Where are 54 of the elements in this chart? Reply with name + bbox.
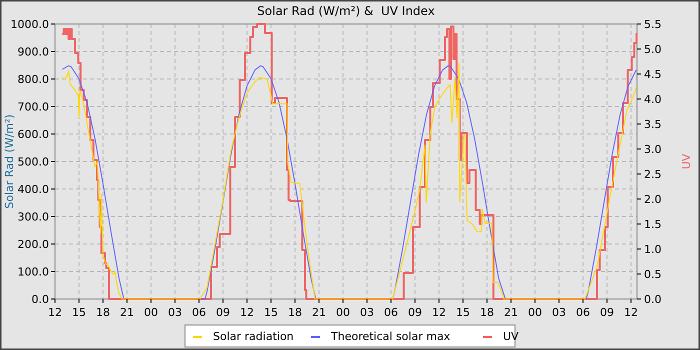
- x-tick-label: 21: [120, 306, 134, 319]
- x-tick-label: 03: [360, 306, 374, 319]
- y-tick-label: 0.0: [32, 293, 49, 306]
- y2-tick-label: 1.5: [644, 218, 662, 231]
- y2-tick-label: 0.0: [644, 293, 662, 306]
- x-tick-label: 00: [336, 306, 350, 319]
- x-tick-label: 21: [504, 306, 518, 319]
- y-tick-label: 200.0: [18, 238, 49, 251]
- x-tick-label: 00: [528, 306, 542, 319]
- x-tick-label: 06: [192, 306, 206, 319]
- x-tick-label: 09: [408, 306, 422, 319]
- x-tick-label: 12: [624, 306, 638, 319]
- x-tick-label: 12: [240, 306, 254, 319]
- x-tick-label: 18: [288, 306, 302, 319]
- y-axis-title: Solar Rad (W/m²): [3, 114, 16, 209]
- x-tick-label: 03: [552, 306, 566, 319]
- x-tick-label: 09: [216, 306, 230, 319]
- x-tick-label: 00: [144, 306, 158, 319]
- y-tick-label: 400.0: [18, 183, 49, 196]
- y-tick-label: 600.0: [18, 128, 49, 141]
- y-tick-label: 300.0: [18, 210, 49, 224]
- y2-axis-title: UV: [680, 153, 693, 170]
- x-tick-label: 21: [312, 306, 326, 319]
- y2-tick-label: 5.0: [644, 43, 662, 56]
- y-tick-label: 800.0: [18, 73, 49, 86]
- y2-tick-label: 3.5: [644, 118, 662, 131]
- y-tick-label: 900.0: [18, 46, 49, 58]
- x-tick-label: 18: [96, 306, 110, 319]
- legend-label: Solar radiation: [213, 330, 294, 343]
- x-tick-label: 09: [600, 306, 614, 319]
- legend-label: Theoretical solar max: [330, 330, 451, 343]
- y2-tick-label: 0.5: [644, 268, 662, 281]
- x-tick-label: 06: [576, 306, 590, 319]
- y2-tick-label: 3.0: [644, 143, 662, 156]
- y2-tick-label: 5.5: [644, 18, 662, 31]
- legend-label: UV: [503, 330, 520, 343]
- x-tick-label: 06: [384, 306, 398, 319]
- x-tick-label: 15: [264, 306, 278, 319]
- x-tick-label: 15: [72, 306, 86, 319]
- x-tick-label: 18: [480, 306, 494, 319]
- y2-tick-label: 4.5: [644, 68, 662, 81]
- x-tick-label: 03: [168, 306, 182, 319]
- y-tick-label: 1000.0: [10, 18, 49, 31]
- y2-tick-label: 1.0: [644, 243, 662, 256]
- y2-tick-label: 2.0: [644, 193, 662, 206]
- y-tick-label: 100.0: [18, 266, 49, 278]
- y2-tick-label: 4.0: [644, 93, 662, 106]
- x-tick-label: 12: [432, 306, 446, 319]
- y2-tick-label: 2.5: [644, 168, 662, 181]
- x-tick-label: 15: [456, 306, 470, 319]
- y-tick-label: 700.0: [18, 100, 49, 114]
- x-tick-label: 12: [48, 306, 62, 319]
- y-tick-label: 500.0: [18, 156, 49, 168]
- chart-title: Solar Rad (W/m²) & UV Index: [257, 4, 435, 18]
